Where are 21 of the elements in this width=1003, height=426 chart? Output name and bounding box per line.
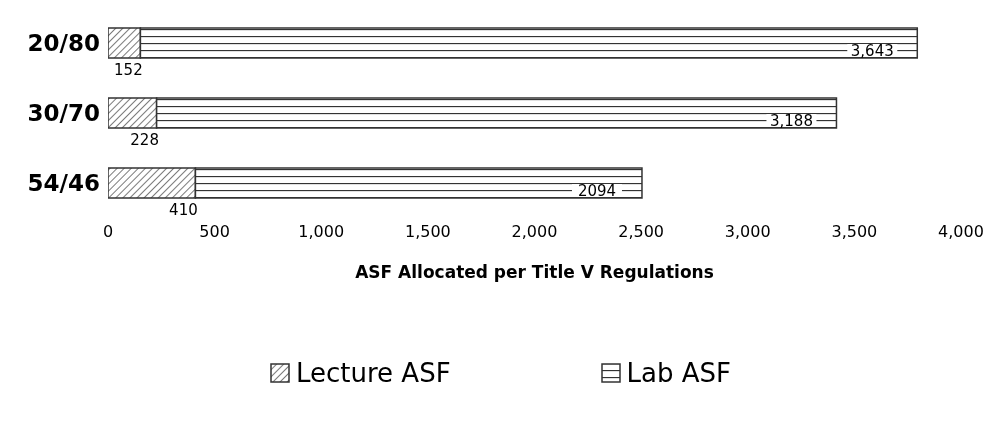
x-tick-label: 3,500: [831, 222, 878, 242]
data-label: 3,643: [850, 42, 894, 60]
data-label: 2094: [577, 182, 617, 200]
x-tick-label: 4,000: [938, 222, 984, 242]
x-tick-label: 2,000: [511, 222, 558, 242]
data-label: 3,188: [769, 112, 813, 130]
y-tick-label: 20/80: [27, 30, 100, 57]
legend-label: Lecture ASF: [295, 358, 451, 388]
x-tick-label: 2,500: [618, 222, 665, 242]
x-axis-title: ASF Allocated per Title V Regulations: [355, 262, 714, 282]
x-tick-label: 1,500: [404, 222, 451, 242]
x-tick-label: 3,000: [724, 222, 771, 242]
data-label: 228: [130, 131, 159, 149]
legend-label: Lab ASF: [626, 358, 732, 388]
x-tick-label: 0: [102, 222, 114, 242]
data-label: 152: [114, 61, 143, 79]
data-label: 410: [169, 201, 198, 219]
y-tick-label: 30/70: [27, 100, 100, 127]
y-tick-label: 54/46: [27, 170, 100, 197]
x-tick-label: 500: [199, 222, 230, 242]
x-tick-label: 1,000: [298, 222, 345, 242]
